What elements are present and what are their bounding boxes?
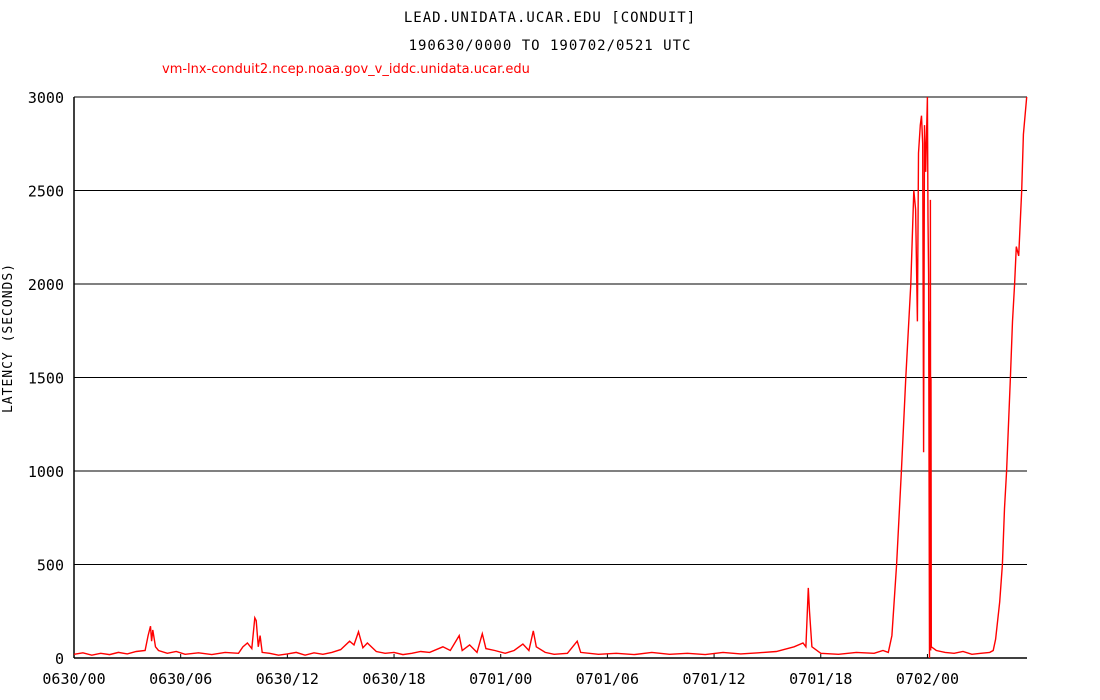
gridlines: [74, 96, 1027, 659]
series-layer: [73, 96, 1028, 659]
x-tick-label: 0630/00: [42, 670, 105, 688]
y-axis-label: LATENCY (SECONDS): [1, 263, 16, 413]
y-tick-label: 3000: [28, 89, 64, 107]
chart-title: LEAD.UNIDATA.UCAR.EDU [CONDUIT]: [403, 10, 697, 26]
y-tick-label: 1000: [28, 463, 64, 481]
x-tick-label: 0702/00: [896, 670, 959, 688]
y-tick-labels: 0 500 1000 1500 2000 2500 3000: [28, 89, 64, 668]
x-tick-label: 0701/06: [576, 670, 639, 688]
y-tick-label: 1500: [28, 370, 64, 388]
y-tick-label: 500: [37, 557, 64, 575]
x-tick-label: 0630/06: [149, 670, 212, 688]
x-tick-label: 0701/18: [789, 670, 852, 688]
x-tick-label: 0701/12: [682, 670, 745, 688]
x-tick-label: 0630/18: [362, 670, 425, 688]
chart-subtitle: 190630/0000 TO 190702/0521 UTC: [408, 38, 692, 54]
legend-series-label: vm-lnx-conduit2.ncep.noaa.gov_v_iddc.uni…: [162, 62, 530, 77]
y-tick-label: 0: [55, 650, 64, 668]
x-tick-label: 0630/12: [256, 670, 319, 688]
axes: [73, 97, 1027, 659]
y-tick-label: 2000: [28, 276, 64, 294]
series-line-0: [73, 96, 1028, 659]
x-tick-label: 0701/00: [469, 670, 532, 688]
x-tick-labels: 0630/00 0630/06 0630/12 0630/18 0701/00 0701/…: [42, 670, 959, 688]
y-tick-label: 2500: [28, 183, 64, 201]
